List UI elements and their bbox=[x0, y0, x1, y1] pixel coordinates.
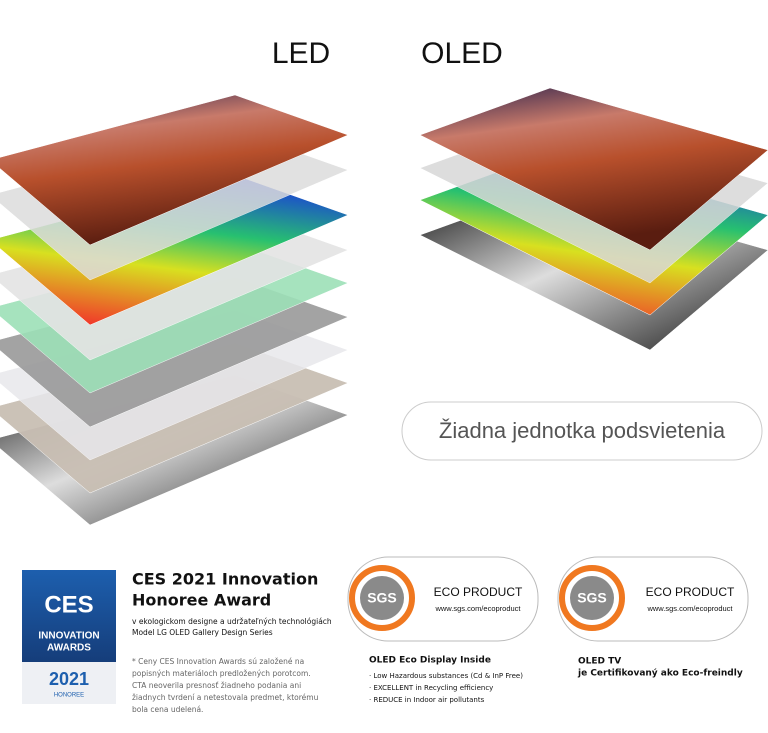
led-stack bbox=[0, 94, 349, 526]
sgs-badge: SGS ECO PRODUCT www.sgs.com/ecoproduct bbox=[557, 556, 749, 642]
callout-box bbox=[401, 401, 763, 461]
oled-tv: OLED TV bbox=[578, 657, 621, 667]
sgs-label: ECO PRODUCT bbox=[646, 585, 735, 599]
sgs-logo: SGS bbox=[367, 590, 397, 606]
award-desc: v ekologickom designe a udržateľných tec… bbox=[132, 617, 332, 626]
award-desc: Model LG OLED Gallery Design Series bbox=[132, 628, 273, 637]
ces-line: AWARDS bbox=[47, 643, 91, 654]
oled-tv: je Certifikovaný ako Eco-freindly bbox=[577, 669, 743, 679]
eco-item: · EXCELLENT in Recycling efficiency bbox=[369, 684, 493, 692]
ces-line: INNOVATION bbox=[38, 631, 99, 642]
footnote: popisných materiáloch predložených porot… bbox=[132, 669, 311, 678]
sgs-url: www.sgs.com/ecoproduct bbox=[434, 604, 521, 613]
sgs-logo: SGS bbox=[577, 590, 607, 606]
eco-item: · REDUCE in Indoor air pollutants bbox=[369, 696, 485, 704]
footnote: bola cena udelená. bbox=[132, 705, 203, 714]
ces-year: 2021 bbox=[49, 669, 89, 689]
footnote: CTA neoverila presnosť žiadneho podania … bbox=[132, 681, 301, 690]
callout-text: Žiadna jednotka podsvietenia bbox=[439, 418, 726, 443]
oled-stack bbox=[419, 87, 768, 351]
ces-logo: CES bbox=[44, 591, 93, 618]
eco-item: · Low Hazardous substances (Cd & InP Fre… bbox=[369, 672, 523, 680]
led-label: LED bbox=[272, 37, 330, 70]
footnote: žiadnych tvrdení a netestovala predmet, … bbox=[132, 693, 319, 702]
sgs-url: www.sgs.com/ecoproduct bbox=[646, 604, 733, 613]
oled-label: OLED bbox=[421, 37, 503, 70]
eco-title: OLED Eco Display Inside bbox=[369, 656, 491, 666]
ces-badge: CES INNOVATION AWARDS 2021 HONOREE bbox=[22, 570, 116, 704]
footnote: * Ceny CES Innovation Awards sú založené… bbox=[132, 657, 304, 666]
award-title: CES 2021 Innovation bbox=[132, 570, 318, 589]
ces-status: HONOREE bbox=[54, 693, 84, 699]
award-title: Honoree Award bbox=[132, 591, 271, 610]
sgs-label: ECO PRODUCT bbox=[434, 585, 523, 599]
sgs-badge: SGS ECO PRODUCT www.sgs.com/ecoproduct bbox=[347, 556, 539, 642]
